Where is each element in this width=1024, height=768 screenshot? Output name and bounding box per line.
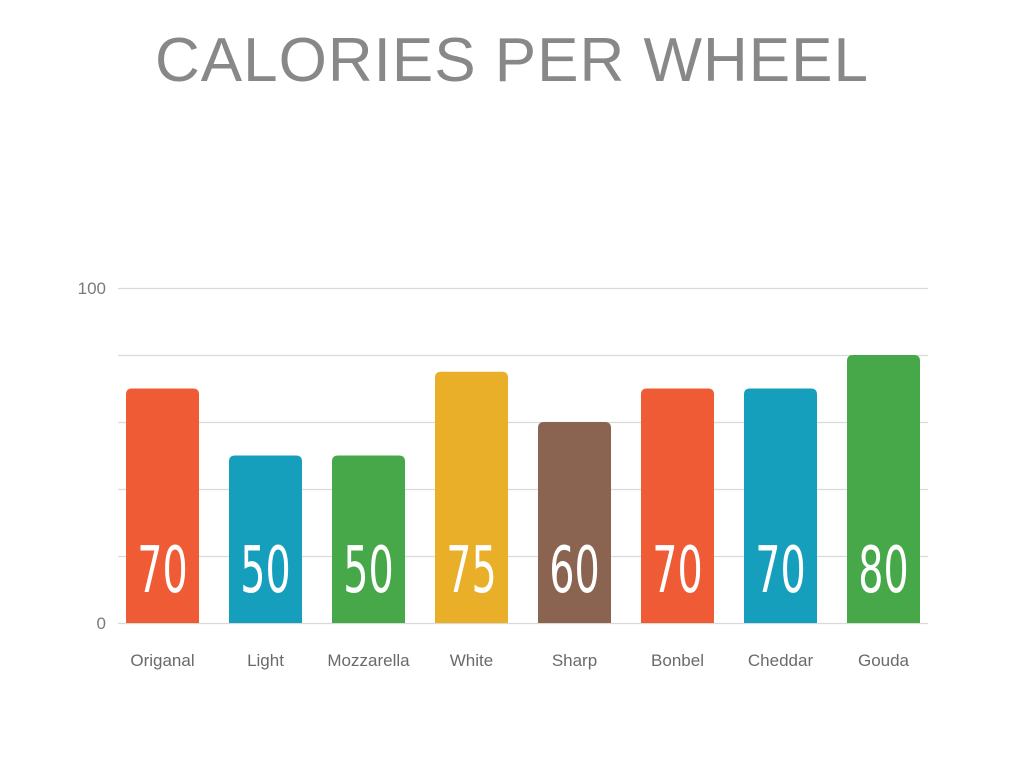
chart-title: CALORIES PER WHEEL: [155, 26, 869, 95]
bar-value-label: 50: [240, 533, 290, 608]
category-label: Origanal: [130, 651, 194, 670]
bar-value-label: 70: [755, 533, 805, 608]
bar-value-label: 80: [858, 533, 908, 608]
bar-mozzarella: [332, 455, 405, 623]
bar-value-label: 70: [652, 533, 702, 608]
category-label: Mozzarella: [327, 651, 410, 670]
bar-sharp: [538, 422, 611, 623]
bar-value-label: 60: [549, 533, 599, 608]
bar-bonbel: [641, 388, 714, 623]
bar-origanal: [126, 388, 199, 623]
category-label: Cheddar: [748, 651, 814, 670]
bar-light: [229, 455, 302, 623]
bar-value-label: 50: [343, 533, 393, 608]
category-label: Sharp: [552, 651, 597, 670]
category-label: White: [450, 651, 493, 670]
category-label: Bonbel: [651, 651, 704, 670]
bar-value-label: 70: [137, 533, 187, 608]
bar-value-label: 75: [446, 533, 496, 608]
bar-white: [435, 371, 508, 623]
y-tick-label: 100: [78, 279, 106, 298]
category-label: Gouda: [858, 651, 910, 670]
bar-gouda: [847, 355, 920, 623]
bar-cheddar: [744, 388, 817, 623]
category-label: Light: [247, 651, 284, 670]
y-tick-label: 0: [97, 614, 106, 633]
